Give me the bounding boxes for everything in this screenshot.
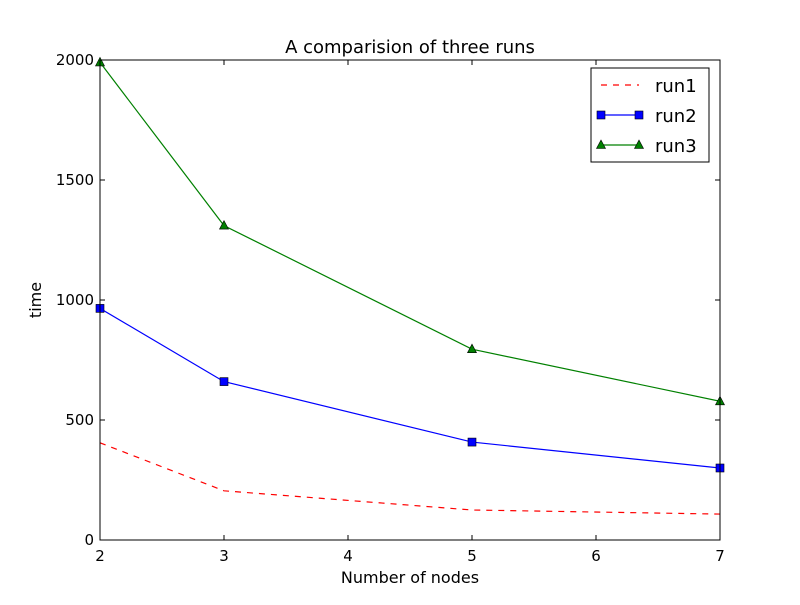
plot-area (95, 56, 725, 515)
data-point-run3-2 (467, 343, 477, 354)
data-point-run2-1 (219, 377, 229, 386)
series-line-run3 (100, 62, 720, 402)
x-tick-label: 4 (343, 547, 353, 565)
y-tick-label: 1000 (56, 291, 94, 309)
data-point-run2-2 (467, 437, 477, 447)
x-tick-label: 7 (715, 547, 725, 565)
y-tick-label: 0 (84, 531, 94, 549)
x-tick-label: 3 (219, 547, 229, 565)
x-tick-label: 6 (591, 547, 601, 565)
y-tick-label: 500 (65, 411, 94, 429)
data-point-run3-1 (219, 219, 229, 230)
legend-marker-run3 (596, 139, 606, 149)
y-axis-label: time (26, 282, 45, 318)
x-tick-label: 5 (467, 547, 477, 565)
y-tick-label: 1500 (56, 171, 94, 189)
legend: run1 run2 run3 (590, 67, 710, 163)
y-tick-label: 2000 (56, 51, 94, 69)
legend-label-run1: run1 (655, 76, 697, 97)
legend-marker-run2 (634, 110, 644, 120)
axes: 2 3 4 5 6 7 0 500 1000 1500 2000 (56, 51, 725, 565)
chart-title: A comparision of three runs (285, 37, 535, 58)
legend-marker-run3 (634, 139, 644, 149)
legend-label-run3: run3 (655, 136, 697, 157)
x-tick-label: 2 (95, 547, 105, 565)
x-axis-label: Number of nodes (341, 568, 479, 587)
legend-label-run2: run2 (655, 106, 697, 127)
series-line-run1 (100, 442, 720, 515)
series-line-run2 (100, 307, 720, 469)
legend-marker-run2 (596, 110, 606, 120)
